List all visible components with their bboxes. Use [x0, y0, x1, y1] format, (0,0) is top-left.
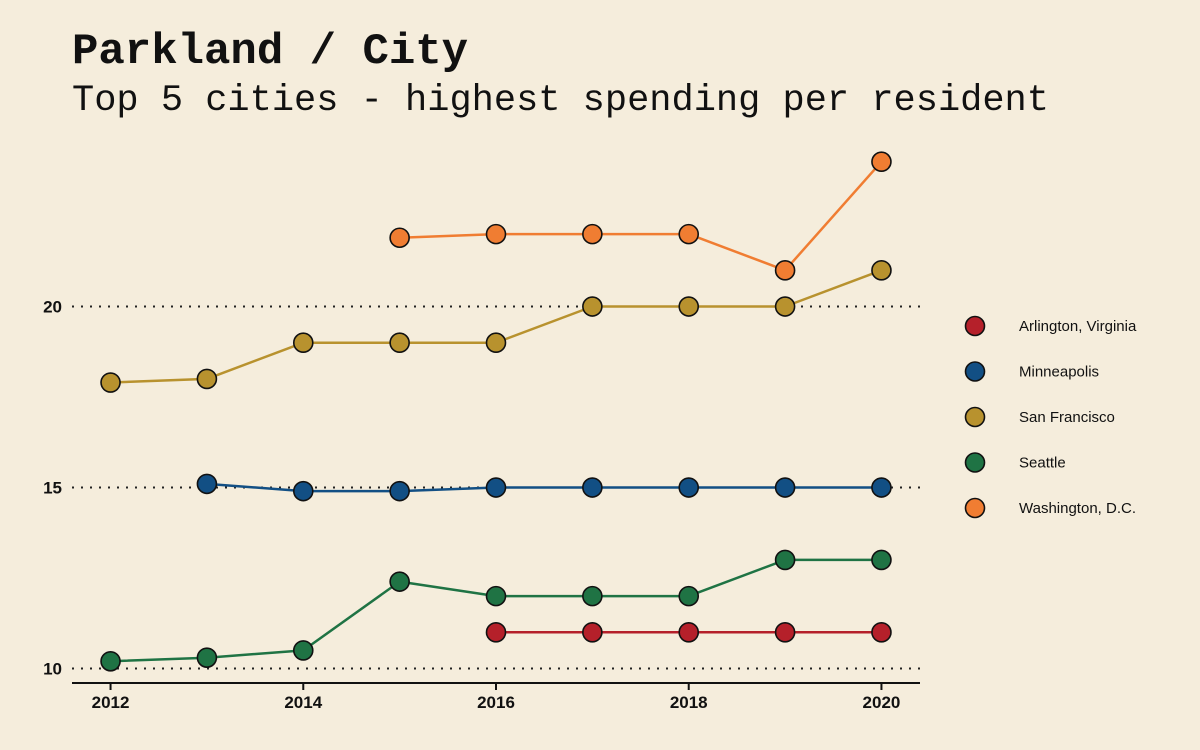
- data-point: [292, 640, 314, 661]
- data-point: [774, 260, 796, 281]
- data-point: [678, 223, 700, 245]
- data-point: [871, 260, 892, 281]
- legend-swatch: [964, 315, 986, 337]
- data-point: [871, 477, 892, 498]
- data-point: [678, 477, 700, 498]
- series-seattle: [100, 549, 892, 672]
- chart-subtitle: Top 5 cities - highest spending per resi…: [72, 80, 1049, 122]
- data-point: [389, 480, 410, 502]
- data-point: [485, 223, 507, 245]
- data-point: [774, 549, 796, 571]
- legend-item: Seattle: [964, 452, 1066, 473]
- data-point: [389, 332, 410, 354]
- y-tick-label: 20: [43, 298, 62, 317]
- legend-swatch: [964, 361, 986, 382]
- legend-label: Washington, D.C.: [1019, 500, 1136, 517]
- legend-item: Washington, D.C.: [964, 497, 1136, 519]
- data-point: [389, 571, 410, 592]
- series-line: [206, 482, 882, 493]
- legend-label: Minneapolis: [1019, 364, 1099, 381]
- data-point: [196, 368, 218, 390]
- chart-title: Parkland / City: [72, 27, 469, 77]
- data-point: [485, 477, 507, 498]
- series-san-francisco: [100, 260, 892, 393]
- data-point: [292, 332, 314, 354]
- legend-swatch: [964, 452, 986, 473]
- legend-swatch: [964, 406, 986, 428]
- series-line: [110, 558, 882, 663]
- legend-item: Minneapolis: [964, 361, 1099, 382]
- data-point: [485, 622, 507, 643]
- data-point: [582, 296, 603, 317]
- data-point: [100, 650, 121, 672]
- data-point: [582, 585, 603, 607]
- data-point: [485, 332, 507, 354]
- legend-label: Seattle: [1019, 455, 1066, 472]
- x-tick-label: 2018: [670, 693, 708, 712]
- x-axis: 10 15 20 2012 2014 2016 2018 2020: [43, 298, 920, 712]
- series-group: [100, 151, 892, 672]
- legend-label: San Francisco: [1019, 409, 1115, 426]
- data-point: [774, 622, 796, 643]
- legend: Arlington, Virginia Minneapolis San Franci…: [964, 315, 1137, 519]
- data-point: [774, 477, 796, 498]
- data-point: [196, 647, 218, 668]
- data-point: [485, 585, 507, 607]
- data-point: [871, 549, 892, 571]
- data-point: [100, 372, 121, 393]
- data-point: [678, 622, 700, 643]
- y-tick-label: 15: [43, 479, 62, 498]
- data-point: [389, 227, 410, 249]
- data-point: [196, 473, 218, 495]
- series-washington-d-c: [389, 151, 892, 281]
- series-minneapolis: [196, 473, 892, 502]
- data-point: [871, 151, 892, 173]
- legend-item: Arlington, Virginia: [964, 315, 1137, 337]
- x-tick-label: 2020: [863, 693, 901, 712]
- data-point: [292, 480, 314, 502]
- series-line: [110, 269, 882, 384]
- legend-swatch: [964, 497, 986, 519]
- series-line: [399, 160, 883, 272]
- data-point: [582, 622, 603, 643]
- legend-item: San Francisco: [964, 406, 1115, 428]
- y-tick-label: 10: [43, 660, 62, 679]
- x-tick-label: 2014: [284, 693, 322, 712]
- x-tick-label: 2016: [477, 693, 515, 712]
- data-point: [774, 296, 796, 317]
- data-point: [582, 477, 603, 498]
- legend-label: Arlington, Virginia: [1019, 318, 1137, 335]
- data-point: [678, 296, 700, 317]
- data-point: [871, 622, 892, 643]
- x-tick-label: 2012: [92, 693, 130, 712]
- data-point: [582, 223, 603, 245]
- data-point: [678, 585, 700, 607]
- series-arlington-virginia: [485, 622, 892, 643]
